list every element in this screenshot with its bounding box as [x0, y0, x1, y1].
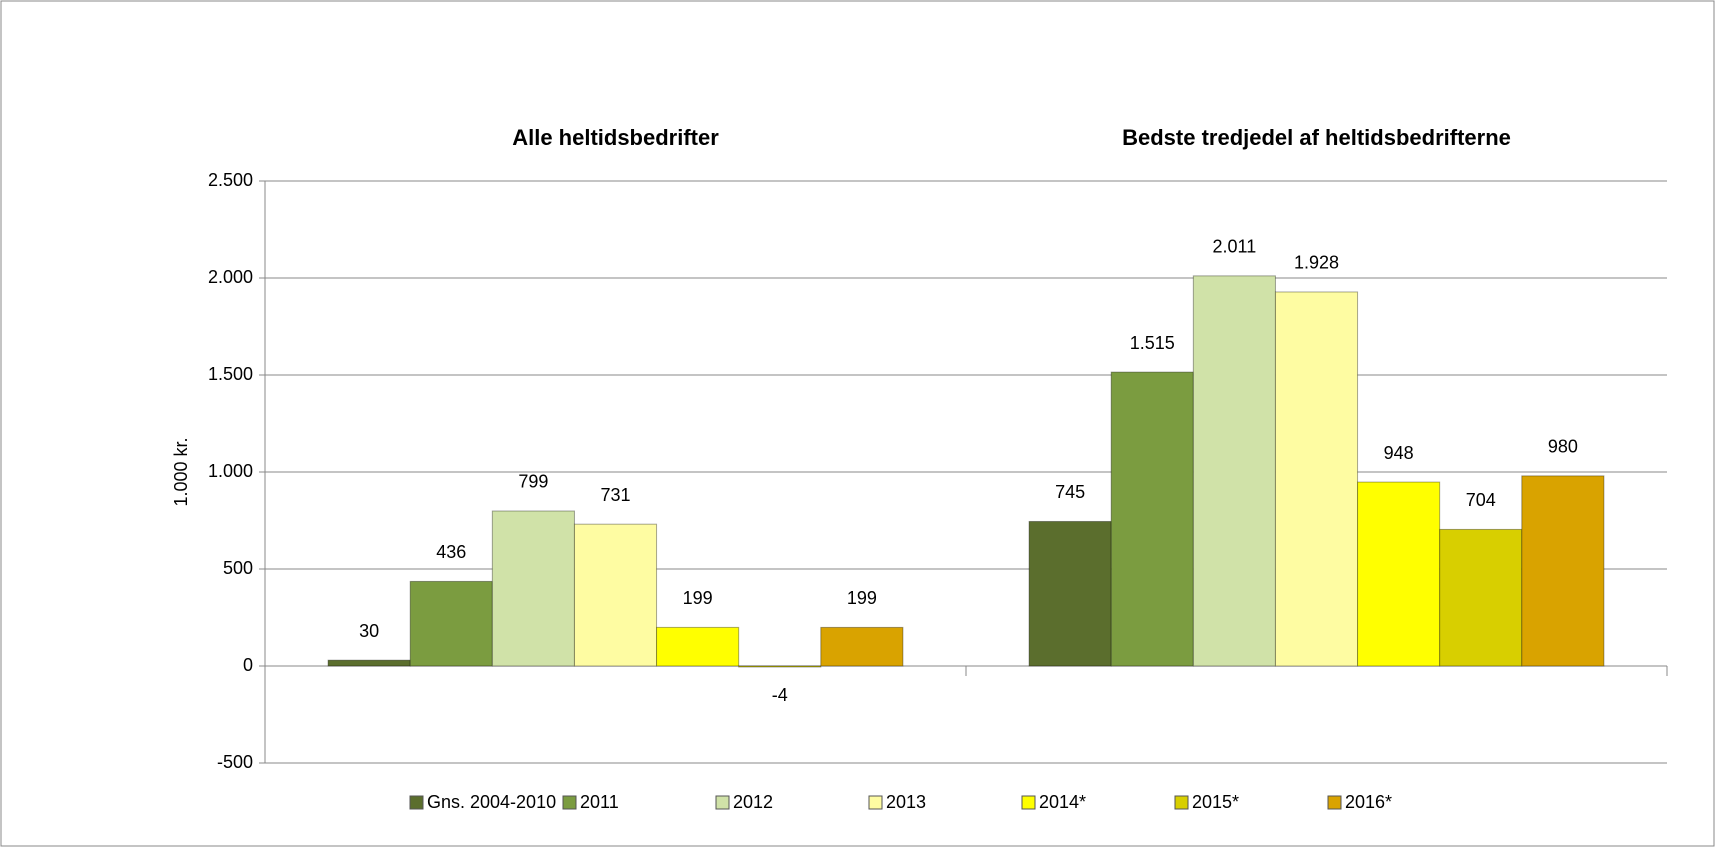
- y-tick-label: 1.000: [208, 461, 253, 481]
- category-title: Alle heltidsbedrifter: [512, 125, 719, 150]
- category-title: Bedste tredjedel af heltidsbedrifterne: [1122, 125, 1511, 150]
- y-axis-label: 1.000 kr.: [171, 437, 191, 506]
- value-label: 1.515: [1130, 333, 1175, 353]
- value-label: 2.011: [1213, 237, 1257, 257]
- y-tick-label: 1.500: [208, 364, 253, 384]
- bar: [409, 580, 493, 667]
- bar: [820, 626, 904, 667]
- legend-label: 2016*: [1345, 792, 1392, 812]
- bar: [573, 523, 658, 667]
- y-tick-label: 2.000: [208, 267, 253, 287]
- bar: [1439, 528, 1523, 667]
- legend-marker: [868, 795, 883, 810]
- value-label: 436: [436, 542, 466, 562]
- bar: [738, 665, 822, 668]
- bar: [1028, 520, 1112, 667]
- legend-label: 2011: [580, 792, 619, 812]
- bar: [1274, 291, 1359, 667]
- value-label: 199: [847, 588, 877, 608]
- legend-marker: [1021, 795, 1036, 810]
- legend-label: 2013: [886, 792, 926, 812]
- bar: [1110, 371, 1194, 667]
- y-tick-label: 0: [243, 655, 253, 675]
- value-label: 980: [1548, 437, 1578, 457]
- bar: [1521, 475, 1605, 667]
- value-label: -4: [772, 685, 788, 705]
- value-label: 948: [1384, 443, 1414, 463]
- bar: [491, 510, 575, 667]
- legend-marker: [1174, 795, 1189, 810]
- legend-marker: [1327, 795, 1342, 810]
- y-tick-label: 2.500: [208, 170, 253, 190]
- bar: [1192, 275, 1276, 667]
- legend-marker: [562, 795, 577, 810]
- bar: [656, 626, 740, 667]
- legend-label: 2014*: [1039, 792, 1086, 812]
- y-tick-label: 500: [223, 558, 253, 578]
- value-label: 30: [359, 621, 379, 641]
- y-tick-label: -500: [217, 752, 253, 772]
- bar: [1357, 481, 1441, 667]
- legend-marker: [409, 795, 424, 810]
- legend-label: 2015*: [1192, 792, 1239, 812]
- value-label: 745: [1055, 482, 1085, 502]
- value-label: 799: [518, 472, 548, 492]
- legend-marker: [715, 795, 730, 810]
- value-label: 1.928: [1294, 253, 1339, 273]
- bar: [327, 659, 411, 667]
- value-label: 199: [683, 588, 713, 608]
- value-label: 704: [1466, 490, 1496, 510]
- legend-label: Gns. 2004-2010: [427, 792, 556, 812]
- legend-label: 2012: [733, 792, 773, 812]
- value-label: 731: [600, 485, 630, 505]
